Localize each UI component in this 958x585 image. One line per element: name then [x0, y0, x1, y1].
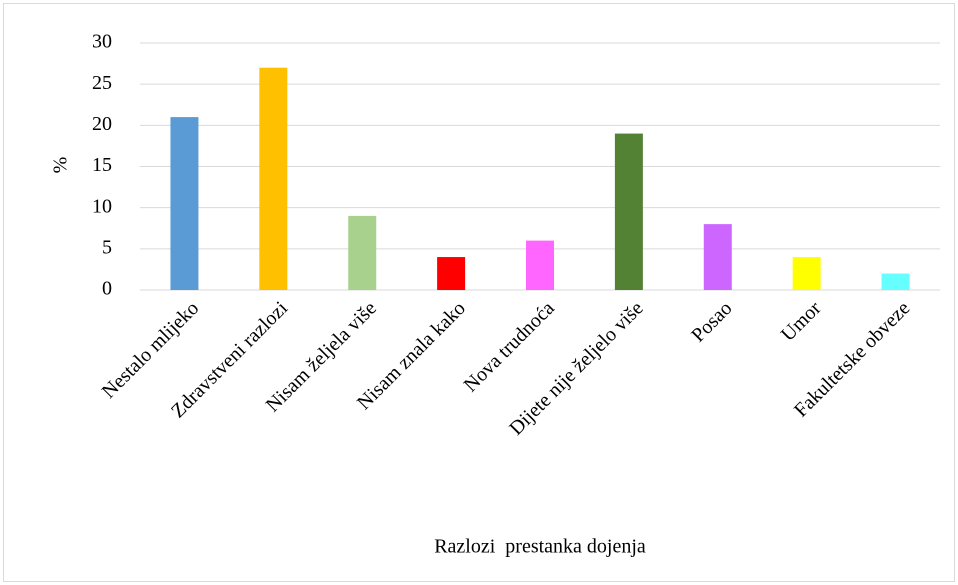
bar: [348, 215, 377, 290]
bar: [792, 257, 821, 290]
y-tick-label: 0: [102, 278, 112, 300]
y-tick-label: 20: [92, 113, 112, 135]
y-tick-label: 15: [92, 154, 112, 176]
bar: [259, 67, 288, 290]
x-axis-label: Razlozi prestanka dojenja: [434, 536, 646, 558]
y-tick-label: 30: [92, 31, 112, 53]
chart-frame: [3, 3, 955, 582]
y-axis-label: %: [50, 157, 72, 174]
y-tick-label: 25: [92, 72, 112, 94]
bar: [170, 117, 199, 290]
bar: [614, 133, 643, 290]
bar: [437, 257, 466, 290]
bar: [526, 240, 554, 290]
bar: [881, 273, 910, 290]
bar: [703, 224, 732, 290]
y-tick-label: 5: [102, 236, 112, 258]
y-tick-label: 10: [92, 195, 112, 217]
